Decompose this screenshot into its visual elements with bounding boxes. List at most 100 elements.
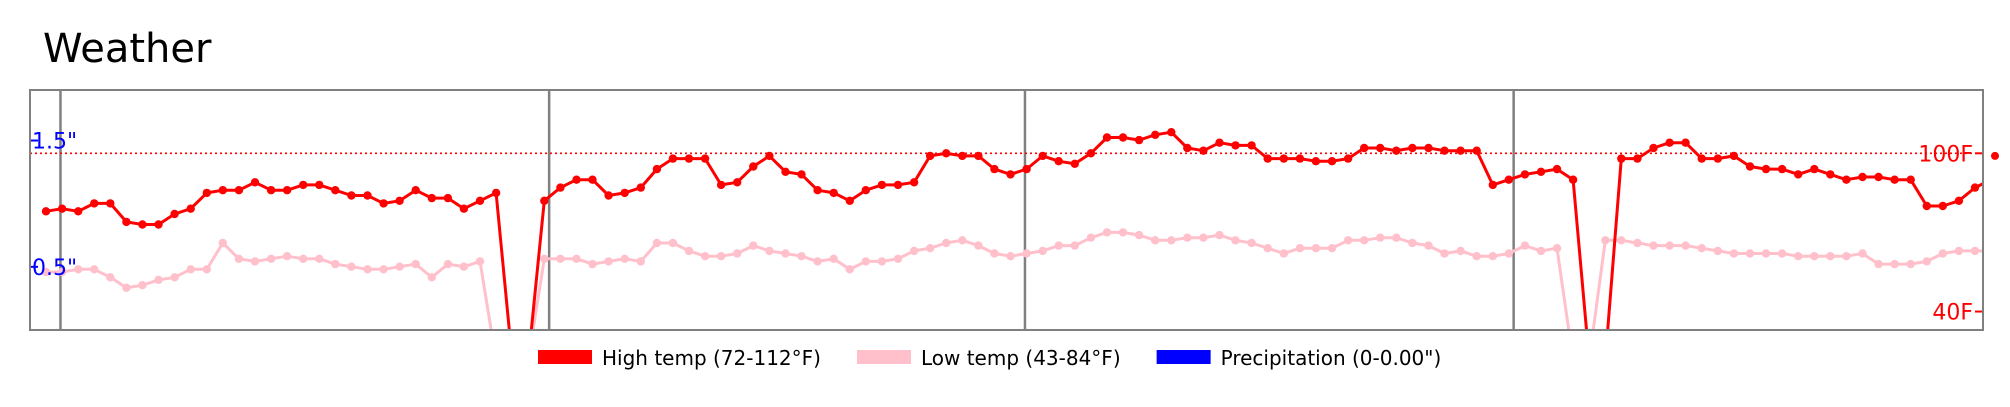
data-point — [877, 180, 887, 190]
data-point — [90, 265, 99, 274]
right-axis-tick-label: 100F — [1918, 142, 1973, 167]
data-point — [186, 265, 195, 274]
data-point — [1633, 154, 1642, 163]
data-point — [1376, 143, 1385, 153]
data-point — [1118, 133, 1128, 142]
data-point — [1215, 138, 1224, 147]
data-point — [315, 254, 324, 263]
data-point — [347, 191, 356, 200]
data-point — [1665, 138, 1674, 147]
data-point — [813, 257, 822, 266]
data-point — [540, 196, 549, 205]
data-point — [74, 265, 83, 274]
data-point — [813, 186, 822, 195]
data-point — [1086, 233, 1096, 242]
data-point — [57, 204, 67, 213]
data-point — [556, 183, 565, 192]
data-point — [925, 151, 935, 161]
data-point — [1954, 196, 1964, 205]
data-point — [1987, 247, 1995, 255]
data-point — [1440, 146, 1449, 155]
data-point — [1970, 183, 1980, 192]
data-point — [1006, 252, 1015, 261]
data-point — [1006, 170, 1015, 179]
data-point — [700, 154, 710, 163]
data-point — [572, 175, 581, 184]
data-point — [925, 244, 935, 253]
data-point — [1617, 154, 1626, 163]
data-point — [1247, 141, 1256, 150]
data-point — [379, 265, 388, 274]
chart-title: Weather — [43, 26, 212, 72]
data-point — [57, 267, 67, 277]
data-point — [41, 267, 51, 277]
data-point — [1552, 244, 1562, 253]
data-point — [154, 220, 163, 229]
data-point — [1488, 180, 1498, 190]
data-point — [604, 257, 613, 266]
data-point — [845, 196, 854, 205]
data-point — [1504, 249, 1514, 258]
data-point — [909, 178, 919, 187]
data-point — [202, 265, 211, 274]
data-point — [459, 262, 469, 271]
data-point — [765, 151, 774, 161]
left-axis-tick-label: 0.5" — [32, 256, 77, 281]
legend-swatch — [538, 350, 592, 364]
data-point — [1729, 249, 1739, 258]
data-point — [1729, 151, 1739, 161]
data-point — [475, 257, 485, 266]
data-point — [1054, 241, 1063, 250]
data-point — [1681, 138, 1690, 147]
data-point — [1311, 157, 1321, 166]
data-point — [1022, 164, 1031, 174]
data-point — [218, 238, 227, 248]
data-point — [1697, 154, 1706, 163]
data-point — [122, 283, 131, 292]
data-point — [684, 154, 694, 163]
data-point — [1231, 236, 1240, 245]
data-point — [1327, 244, 1337, 253]
data-point — [170, 273, 179, 282]
data-point — [1842, 252, 1851, 261]
data-point — [1311, 244, 1321, 253]
data-point — [1794, 170, 1803, 179]
data-point — [1263, 244, 1272, 253]
data-point — [266, 186, 276, 195]
plot-inner — [30, 90, 1995, 330]
data-point — [1858, 172, 1867, 182]
data-point — [186, 204, 195, 213]
data-point — [1472, 146, 1481, 155]
plot-frame — [29, 89, 1984, 331]
data-point — [1922, 257, 1932, 266]
legend-item: High temp (72-112°F) — [538, 346, 821, 370]
data-point — [1520, 170, 1530, 179]
data-point — [1761, 164, 1771, 174]
data-point — [1199, 233, 1208, 242]
data-point — [652, 238, 662, 248]
data-point — [1392, 146, 1401, 155]
data-point — [749, 162, 758, 171]
data-point — [668, 154, 678, 163]
data-point — [1054, 157, 1063, 166]
data-point — [1118, 228, 1128, 237]
data-point — [427, 273, 436, 282]
data-point — [1360, 236, 1369, 245]
data-point — [1247, 238, 1256, 248]
data-point — [781, 167, 790, 176]
data-point — [363, 265, 372, 274]
data-point — [556, 254, 565, 263]
data-point — [315, 180, 324, 190]
data-point — [1536, 246, 1546, 256]
data-point — [1826, 252, 1835, 261]
data-point — [733, 249, 742, 258]
data-point — [1777, 249, 1787, 258]
legend-item: Precipitation (0-0.00") — [1156, 346, 1441, 370]
data-point — [684, 246, 694, 256]
data-point — [74, 207, 83, 216]
data-point — [250, 257, 260, 266]
data-point — [877, 257, 887, 266]
data-point — [620, 188, 629, 198]
data-point — [1183, 143, 1192, 153]
data-point — [716, 180, 726, 190]
